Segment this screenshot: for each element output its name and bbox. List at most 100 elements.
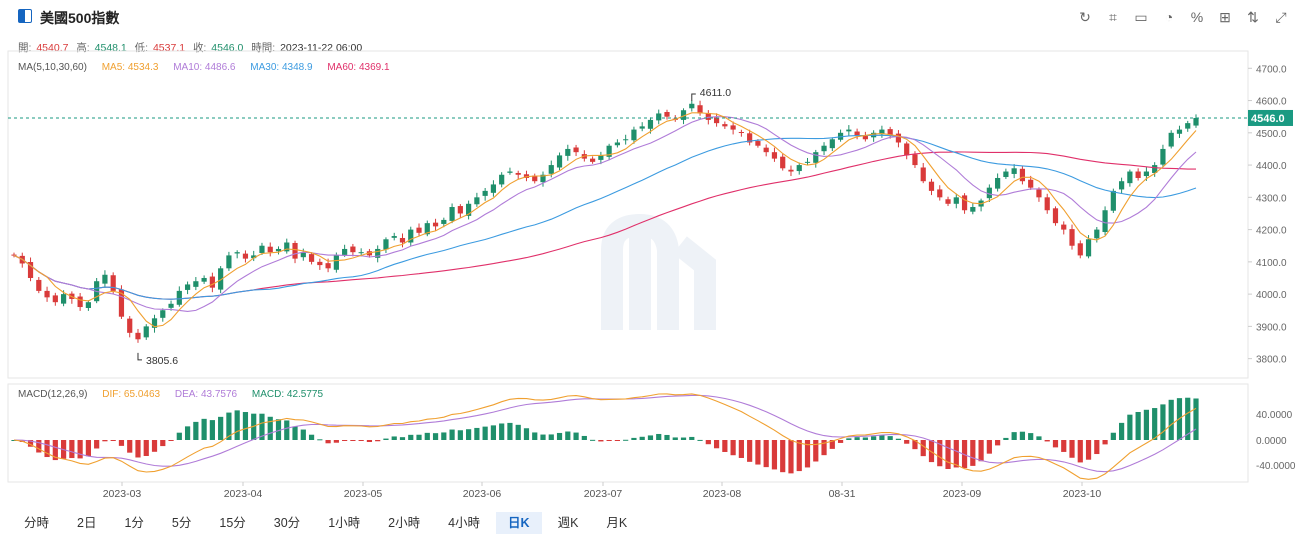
macd-bar — [978, 440, 984, 462]
macd-bar — [1119, 422, 1125, 440]
candle-body — [102, 274, 108, 284]
macd-bar — [879, 434, 885, 440]
watermark-logo — [601, 213, 716, 330]
refresh-icon[interactable]: ↻ — [1079, 9, 1091, 25]
tab-0[interactable]: 分時 — [24, 516, 50, 530]
macd-plot-frame — [7, 383, 1249, 483]
candle-body — [680, 110, 687, 120]
tab-10[interactable]: 週K — [557, 516, 579, 530]
macd-bar — [763, 440, 769, 468]
macd-bar — [342, 440, 348, 441]
candle-body — [408, 229, 414, 243]
macd-bar — [1077, 440, 1083, 463]
macd-bar — [366, 440, 373, 443]
tab-4[interactable]: 15分 — [219, 516, 246, 530]
percent-icon[interactable]: % — [1190, 9, 1204, 25]
last-price-label: 4546.0 — [1251, 113, 1285, 125]
ma5-value: MA5: 4534.3 — [101, 62, 159, 73]
macd-bar — [44, 440, 50, 458]
tab-9[interactable]: 日K — [496, 512, 542, 534]
candle-body — [1052, 208, 1059, 224]
candle-body — [1011, 168, 1017, 174]
candle-body — [1185, 123, 1191, 129]
candle-body — [590, 158, 596, 162]
macd-bar — [854, 437, 860, 440]
macd-bar — [631, 437, 637, 440]
macd-bar — [27, 440, 34, 447]
tab-7[interactable]: 2小時 — [388, 516, 421, 530]
tab-11[interactable]: 月K — [606, 516, 628, 530]
candle-body — [540, 174, 546, 183]
candle-body — [1069, 229, 1075, 246]
macd-bar — [590, 439, 596, 441]
macd-bar — [36, 440, 42, 453]
candlestick-chart[interactable]: 4700.0 4600.0 4500.0 4400.0 4300.0 4200.0 4100… — [0, 0, 1313, 512]
macd-bar — [201, 418, 207, 440]
candle-body — [763, 147, 769, 153]
candle-body — [565, 148, 571, 156]
tab-1[interactable]: 2日 — [77, 516, 97, 530]
dif-value: DIF: 65.0463 — [102, 389, 161, 400]
high-marker-label: 4611.0 — [700, 87, 731, 99]
candle-body — [755, 141, 761, 146]
sort-icon[interactable]: ⇅ — [1247, 9, 1259, 25]
macd-bar — [639, 436, 645, 440]
candle-body — [515, 172, 521, 175]
image-icon[interactable]: ▭ — [1134, 9, 1148, 25]
candle-body — [986, 187, 992, 199]
candle-body — [1127, 171, 1133, 184]
macd-bar — [375, 440, 381, 442]
candle-body — [342, 248, 348, 255]
tab-8[interactable]: 4小時 — [448, 516, 481, 530]
macd-bar — [110, 440, 116, 441]
x-tick-label: 08-31 — [829, 488, 856, 500]
pie-icon[interactable]: ◔ — [1164, 9, 1174, 25]
candle-body — [168, 303, 174, 308]
macd-bar — [1003, 437, 1009, 440]
macd-bar — [1011, 432, 1017, 440]
macd-bar — [408, 434, 414, 440]
candle-body — [879, 129, 885, 135]
layout-icon[interactable]: ⊞ — [1219, 9, 1231, 25]
candle-body — [573, 147, 579, 153]
candle-body — [234, 252, 240, 254]
draw-icon[interactable]: ⌗ — [1109, 9, 1117, 25]
macd-bar — [275, 419, 282, 440]
macd-bar — [292, 426, 298, 440]
y-tick-label: 4600.0 — [1256, 97, 1287, 108]
candle-body — [60, 294, 67, 304]
candle-body — [267, 246, 273, 253]
x-tick-label: 2023-05 — [344, 488, 383, 500]
macd-bar — [1160, 404, 1166, 440]
tab-2[interactable]: 1分 — [124, 516, 144, 530]
candle-body — [1193, 117, 1199, 126]
macd-bar — [176, 432, 182, 440]
candle-body — [11, 254, 17, 256]
tab-5[interactable]: 30分 — [273, 516, 301, 530]
macd-bar — [94, 440, 100, 449]
macd-bar — [151, 440, 158, 452]
candle-body — [598, 155, 604, 160]
tab-6[interactable]: 1小時 — [328, 516, 361, 530]
macd-bar — [102, 440, 108, 442]
candle-body — [614, 142, 620, 146]
macd-bar — [1152, 408, 1158, 440]
tab-3[interactable]: 5分 — [171, 516, 192, 530]
macd-bar — [995, 440, 1001, 446]
macd-bar — [565, 431, 571, 440]
macd-bar — [953, 440, 959, 468]
candle-body — [953, 197, 959, 204]
macd-bar — [1094, 440, 1100, 455]
candle-body — [639, 126, 645, 129]
macd-bar — [383, 438, 389, 440]
macd-bar — [689, 436, 695, 440]
macd-bar — [193, 421, 199, 440]
fullscreen-icon[interactable]: ⤢ — [1275, 9, 1287, 25]
y-tick-label: 4500.0 — [1256, 129, 1287, 140]
macd-bar — [598, 440, 604, 442]
macd-bar — [457, 430, 463, 440]
macd-bar — [160, 440, 166, 447]
candle-body — [904, 143, 910, 156]
macd-bar — [333, 440, 339, 443]
candle-body — [424, 223, 430, 235]
